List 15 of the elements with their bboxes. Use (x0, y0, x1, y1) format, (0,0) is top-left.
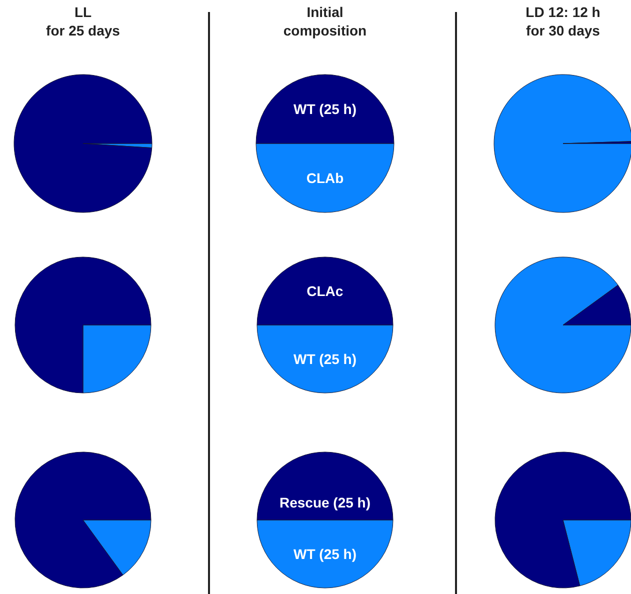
slice-label: WT (25 h) (294, 546, 356, 562)
pie-slice (494, 256, 631, 394)
pie-slice (494, 74, 631, 213)
pie-slice (14, 256, 152, 394)
slice-label: Rescue (25 h) (279, 494, 371, 511)
pie-slice (494, 452, 631, 588)
chart-title: Initial composition (283, 4, 367, 38)
pie-slice (14, 74, 152, 213)
slice-label: CLAc (306, 283, 344, 299)
chart-title: LL for 25 days (46, 4, 120, 38)
slice-label: WT (25 h) (294, 101, 356, 117)
slice-label: WT (25 h) (294, 351, 356, 367)
pie-slice (14, 452, 152, 588)
chart-title: LD 12: 12 h for 30 days (526, 4, 600, 38)
slice-label: CLAb (306, 170, 344, 186)
